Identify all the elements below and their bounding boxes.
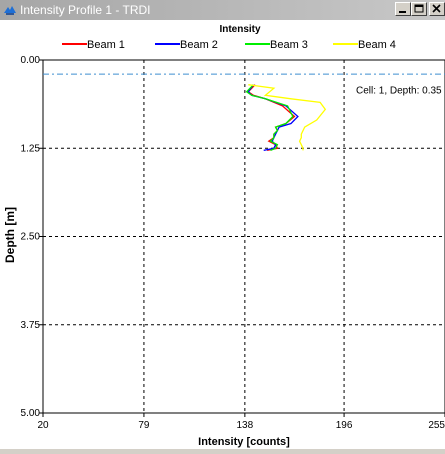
y-tick-label: 3.75 (21, 320, 41, 331)
y-tick-label: 2.50 (21, 232, 41, 243)
close-button[interactable] (429, 2, 445, 16)
y-tick-label: 0.00 (21, 55, 41, 66)
teledyne-rdi-icon (4, 6, 16, 15)
grid (43, 60, 445, 413)
title-bar[interactable]: Intensity Profile 1 - TRDI (0, 0, 445, 20)
legend-label: Beam 3 (270, 39, 308, 51)
series-group (245, 84, 327, 152)
maximize-icon (414, 4, 424, 13)
y-axis-label: Depth [m] (3, 207, 17, 263)
y-tick-label: 5.00 (21, 408, 41, 419)
y-axis-ticks: 0.00 1.25 2.50 3.75 5.00 (21, 55, 43, 419)
y-tick-label: 1.25 (21, 143, 41, 154)
intensity-profile-chart: Intensity Beam 1 Beam 2 Beam 3 Beam 4 Cell:… (3, 24, 445, 448)
minimize-icon (399, 11, 406, 13)
x-axis-ticks: 20 79 138 196 255 (37, 413, 445, 431)
x-tick-label: 196 (336, 420, 353, 431)
series-line-beam-3 (245, 84, 294, 152)
cell-depth-label: Cell: 1, Depth: 0.35 (356, 86, 442, 97)
maximize-button[interactable] (411, 2, 427, 16)
x-axis-label: Intensity [counts] (198, 436, 290, 448)
x-tick-label: 255 (428, 420, 445, 431)
x-tick-label: 79 (138, 420, 150, 431)
chart-title: Intensity (219, 24, 261, 35)
legend-label: Beam 1 (87, 39, 125, 51)
series-line-beam-4 (248, 84, 327, 151)
window-title: Intensity Profile 1 - TRDI (20, 3, 151, 17)
x-tick-label: 20 (37, 420, 49, 431)
legend-label: Beam 4 (358, 39, 396, 51)
legend-label: Beam 2 (180, 39, 218, 51)
x-tick-label: 138 (237, 420, 254, 431)
legend: Beam 1 Beam 2 Beam 3 Beam 4 (62, 39, 396, 51)
chart-area: Intensity Beam 1 Beam 2 Beam 3 Beam 4 Cell:… (0, 20, 445, 449)
close-icon (432, 4, 441, 13)
minimize-button[interactable] (395, 2, 411, 16)
